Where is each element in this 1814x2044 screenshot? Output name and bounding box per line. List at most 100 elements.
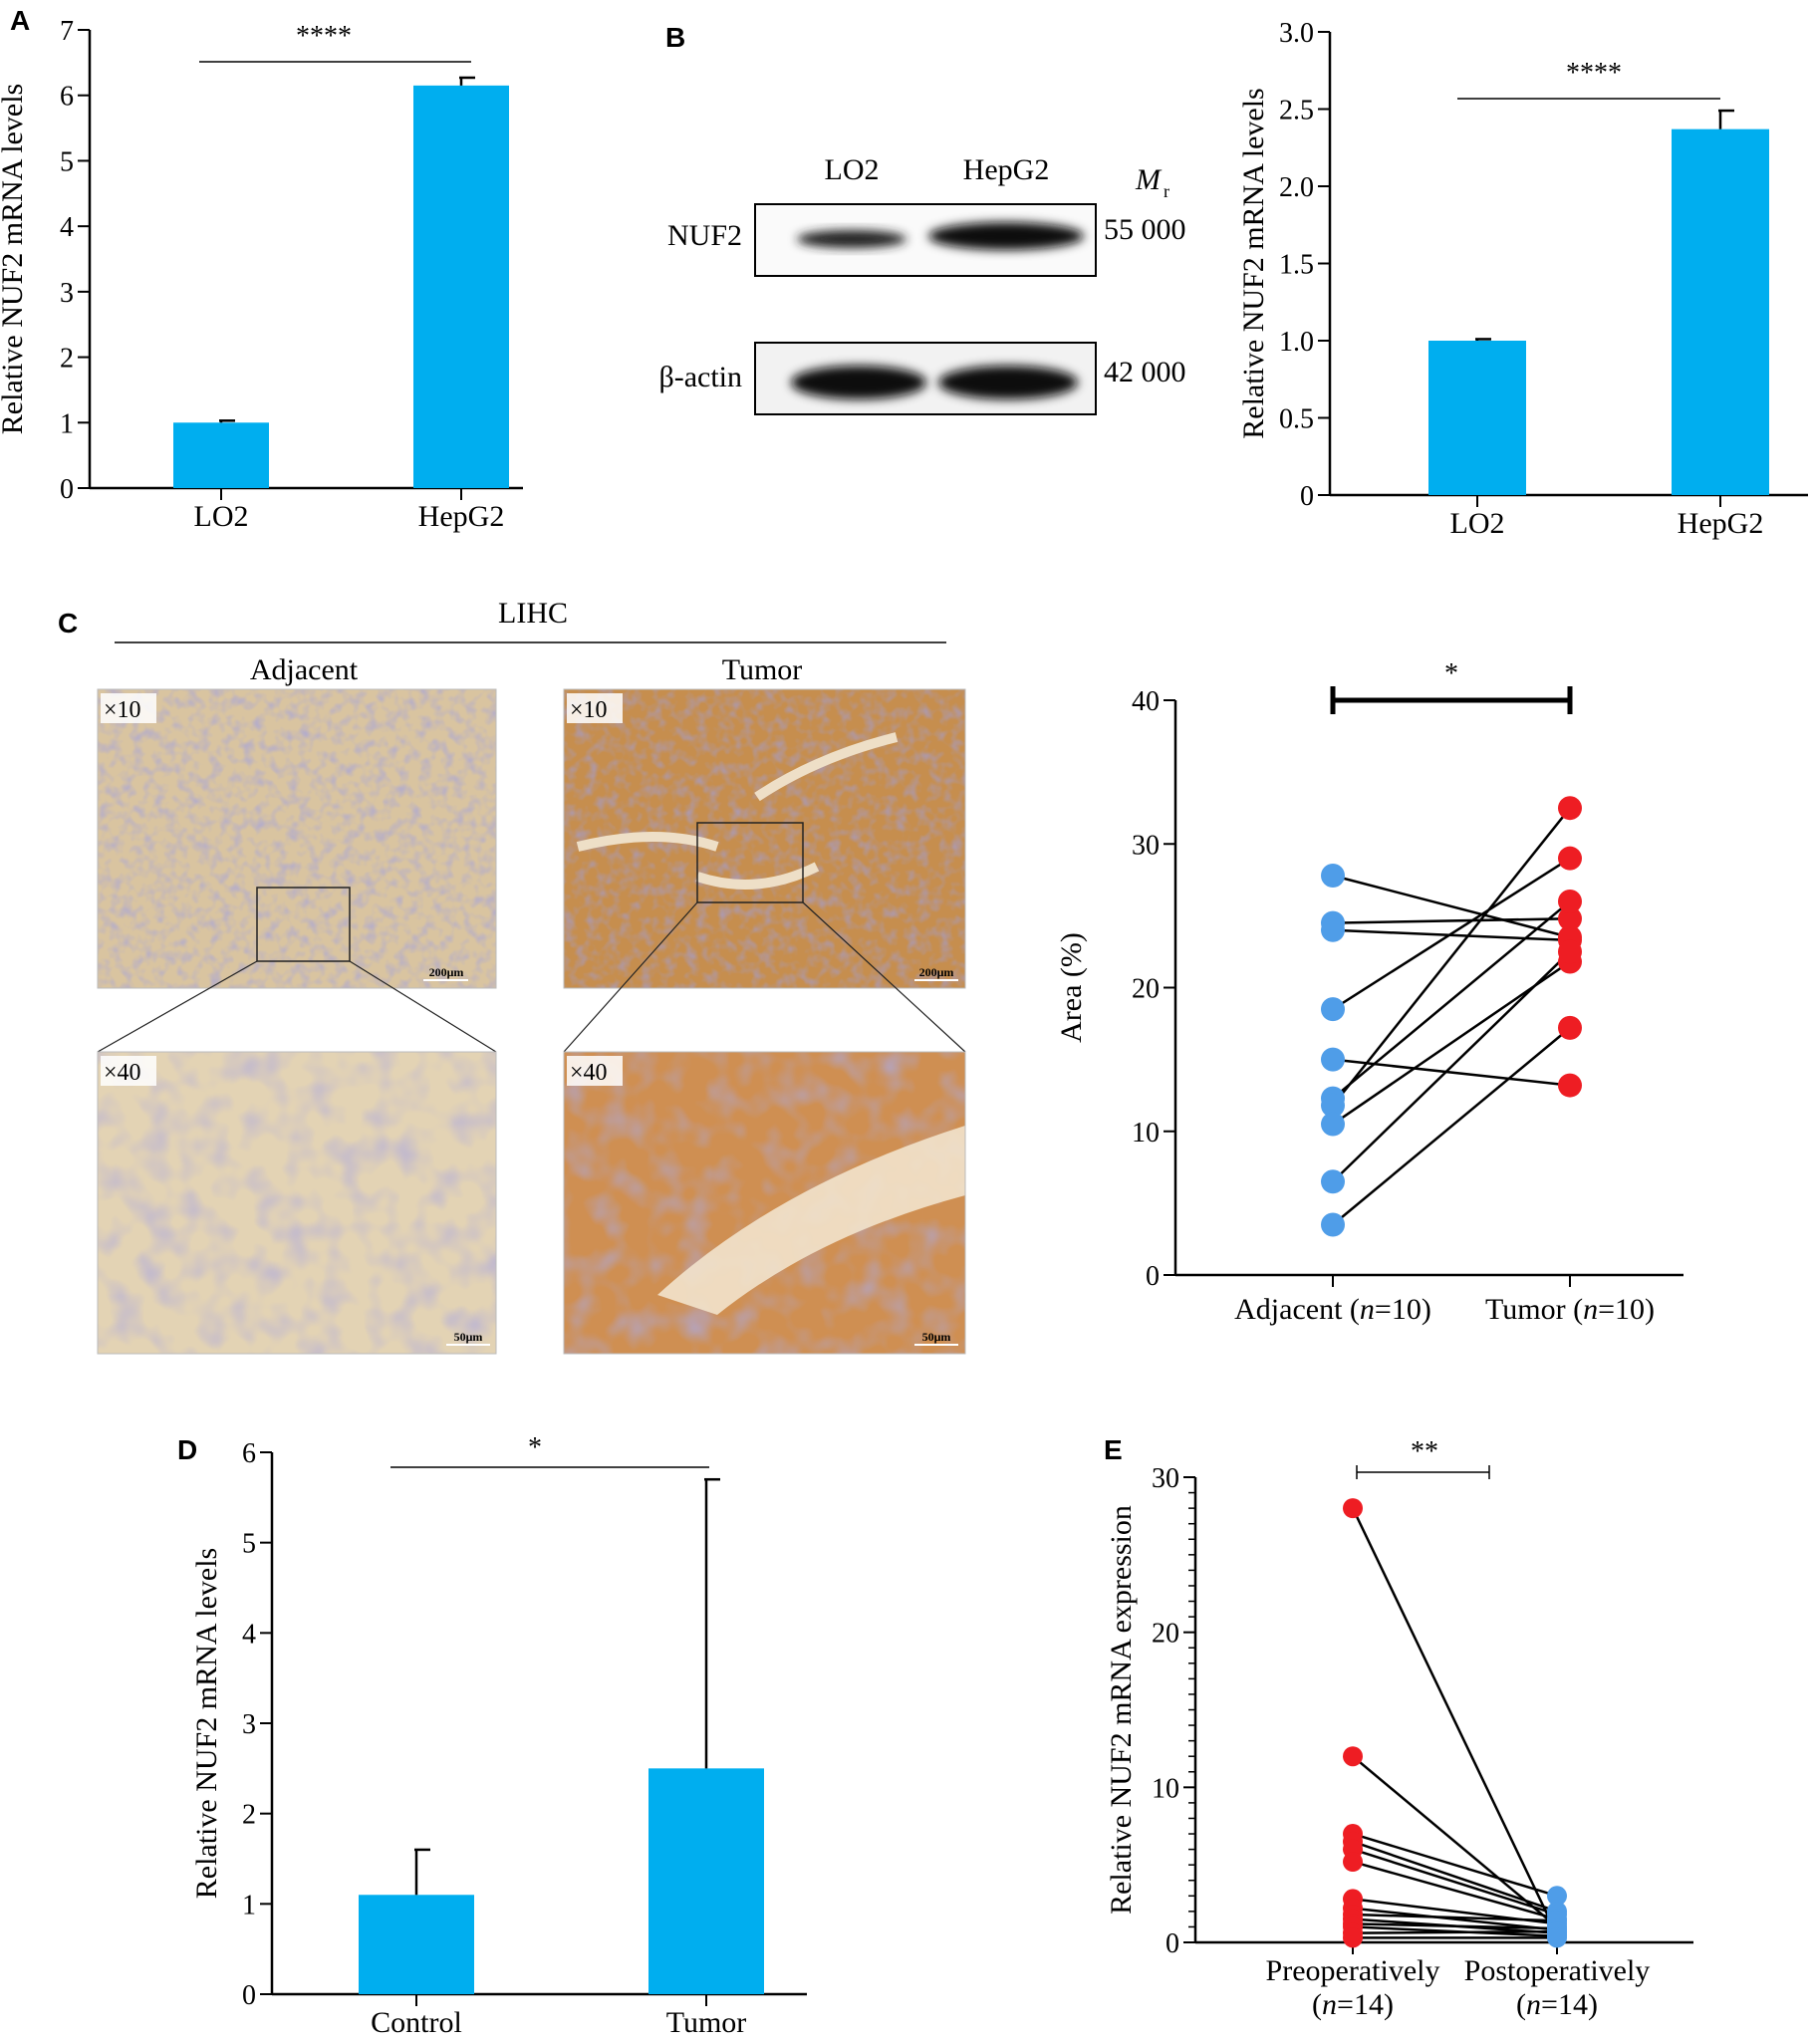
x-tick-label-d-0: Control bbox=[371, 2006, 462, 2039]
y-tick-label-d: 2 bbox=[242, 1800, 256, 1831]
point-right-c bbox=[1558, 846, 1582, 871]
y-tick-label-c: 0 bbox=[1146, 1261, 1160, 1292]
ihc-mag-tumor-low: ×10 bbox=[570, 697, 608, 723]
ihc-image-tumor-high: ×40 50μm bbox=[563, 1051, 966, 1355]
y-tick-label-b: 0 bbox=[1300, 481, 1314, 512]
pair-line-e bbox=[1352, 1848, 1558, 1916]
y-tick-label-e: 30 bbox=[1152, 1463, 1179, 1494]
point-left-c bbox=[1321, 917, 1345, 942]
pair-line-e bbox=[1351, 1507, 1559, 1935]
point-left-c bbox=[1321, 997, 1345, 1022]
pair-line-c bbox=[1332, 899, 1571, 1100]
blot-band-nuf2-hepg2 bbox=[928, 222, 1084, 250]
y-axis-label-c: Area (%) bbox=[1055, 932, 1088, 1043]
pair-line-e bbox=[1352, 1913, 1558, 1922]
ihc-zoom-box-tumor bbox=[696, 822, 804, 903]
y-tick-label-a: 3 bbox=[60, 278, 74, 309]
y-tick-label-a: 6 bbox=[60, 82, 74, 113]
point-left-c bbox=[1321, 1212, 1345, 1237]
y-tick-label-d: 4 bbox=[242, 1619, 256, 1650]
y-tick-label-d: 3 bbox=[242, 1709, 256, 1740]
y-tick-label-e: 0 bbox=[1166, 1928, 1179, 1959]
bar-a-0 bbox=[173, 422, 269, 488]
chart-a: 0 1 2 3 4 5 6 7 Relative NUF2 mRNA levels LO2 HepG… bbox=[0, 16, 523, 533]
point-right-c bbox=[1558, 1073, 1582, 1098]
panel-label-a: A bbox=[10, 5, 30, 36]
western-blot: LO2 HepG2 M r NUF2 55 000 β-actin 42 000 bbox=[658, 153, 1186, 415]
pair-line-e bbox=[1352, 1922, 1558, 1930]
pair-line-e bbox=[1352, 1907, 1558, 1931]
pair-line-e bbox=[1352, 1832, 1558, 1898]
y-tick-label-c: 20 bbox=[1132, 974, 1160, 1005]
bar-b-1 bbox=[1672, 128, 1769, 495]
y-tick-label-c: 40 bbox=[1132, 686, 1160, 717]
y-tick-label-d: 6 bbox=[242, 1438, 256, 1469]
point-right-c bbox=[1558, 796, 1582, 821]
point-left-e bbox=[1343, 1746, 1363, 1767]
ihc-scale-tumor-high: 50μm bbox=[922, 1330, 951, 1344]
blot-band-nuf2-lo2 bbox=[797, 230, 907, 248]
blot-mr-label: M bbox=[1135, 163, 1163, 196]
point-right-c bbox=[1558, 939, 1582, 964]
blot-row-label-nuf2: NUF2 bbox=[667, 219, 742, 252]
panel-label-e: E bbox=[1104, 1434, 1123, 1465]
x-tick-label-n-c-1: Tumor (n=10) bbox=[1485, 1293, 1655, 1326]
x-tick-label-a-0: LO2 bbox=[194, 500, 249, 533]
bar-d-0 bbox=[359, 1895, 474, 1994]
bar-d-1 bbox=[648, 1768, 764, 1994]
sig-label-b: **** bbox=[1566, 58, 1622, 89]
pair-line-c bbox=[1332, 1058, 1571, 1087]
bar-a-1 bbox=[413, 85, 509, 488]
y-tick-label-c: 10 bbox=[1132, 1118, 1160, 1149]
pair-line-e bbox=[1352, 1929, 1558, 1934]
x-tick-label-e-0: Preoperatively bbox=[1266, 1954, 1440, 1987]
ihc-scale-adjacent-low: 200μm bbox=[429, 965, 464, 979]
x-tick-label-n-c-0: Adjacent (n=10) bbox=[1234, 1293, 1431, 1326]
blot-band-actin-lo2 bbox=[791, 366, 926, 399]
point-left-c bbox=[1321, 1169, 1345, 1194]
sig-label-d: * bbox=[528, 1432, 542, 1463]
point-left-c bbox=[1321, 1093, 1345, 1118]
y-tick-label-b: 0.5 bbox=[1279, 404, 1314, 435]
point-left-c bbox=[1321, 1047, 1345, 1072]
sig-label-a: **** bbox=[296, 21, 352, 52]
y-tick-label-b: 1.0 bbox=[1279, 327, 1314, 358]
ihc-column-tumor: Tumor bbox=[722, 653, 803, 686]
y-tick-label-b: 2.0 bbox=[1279, 172, 1314, 203]
pair-line-c bbox=[1332, 874, 1571, 939]
y-axis-label-e: Relative NUF2 mRNA expression bbox=[1105, 1505, 1138, 1915]
ihc-panel: LIHC Adjacent Tumor ×10 200μm ×10 200μm bbox=[97, 597, 966, 1355]
blot-band-actin-hepg2 bbox=[938, 366, 1078, 399]
point-left-c bbox=[1321, 1112, 1345, 1137]
y-axis-label-a: Relative NUF2 mRNA levels bbox=[0, 84, 29, 434]
blot-lane-label-lo2: LO2 bbox=[825, 153, 880, 186]
x-tick-label-e-1: Postoperatively bbox=[1464, 1954, 1651, 1987]
ihc-column-adjacent: Adjacent bbox=[250, 653, 359, 686]
chart-e: 0 10 20 30 Relative NUF2 mRNA expression Preo… bbox=[1105, 1436, 1693, 2021]
y-tick-label-d: 1 bbox=[242, 1890, 256, 1920]
chart-c: 0 10 20 30 40 Area (%) Adjacent (n=10) Tumor (n… bbox=[1055, 658, 1684, 1326]
chart-d: 0 1 2 3 4 5 6 Relative NUF2 mRNA levels Control T… bbox=[190, 1432, 807, 2039]
x-tick-label-b-1: HepG2 bbox=[1678, 507, 1764, 540]
pair-line-c bbox=[1332, 950, 1571, 1183]
point-left-e bbox=[1343, 1927, 1363, 1948]
y-tick-label-b: 1.5 bbox=[1279, 250, 1314, 281]
y-tick-label-a: 2 bbox=[60, 344, 74, 375]
y-tick-label-a: 0 bbox=[60, 474, 74, 505]
x-tick-label-d-1: Tumor bbox=[666, 2006, 747, 2039]
y-axis-label-b: Relative NUF2 mRNA levels bbox=[1237, 88, 1270, 438]
ihc-mag-adjacent-low: ×10 bbox=[104, 697, 141, 723]
point-left-e bbox=[1343, 1498, 1363, 1519]
ihc-image-tumor-low: ×10 200μm bbox=[563, 688, 966, 989]
y-tick-label-b: 3.0 bbox=[1279, 18, 1314, 49]
x-tick-label-n-e-0: (n=14) bbox=[1312, 1988, 1394, 2021]
y-tick-label-e: 20 bbox=[1152, 1619, 1179, 1650]
point-right-e bbox=[1547, 1927, 1567, 1948]
chart-b: 0 0.5 1.0 1.5 2.0 2.5 3.0 Relative NUF2 mRNA le… bbox=[1237, 18, 1808, 540]
sig-label-e: ** bbox=[1411, 1436, 1438, 1467]
blot-row-label-actin: β-actin bbox=[658, 361, 742, 393]
ihc-zoom-box-adjacent bbox=[256, 887, 351, 962]
point-left-e bbox=[1343, 1852, 1363, 1873]
pair-line-e bbox=[1352, 1840, 1558, 1914]
